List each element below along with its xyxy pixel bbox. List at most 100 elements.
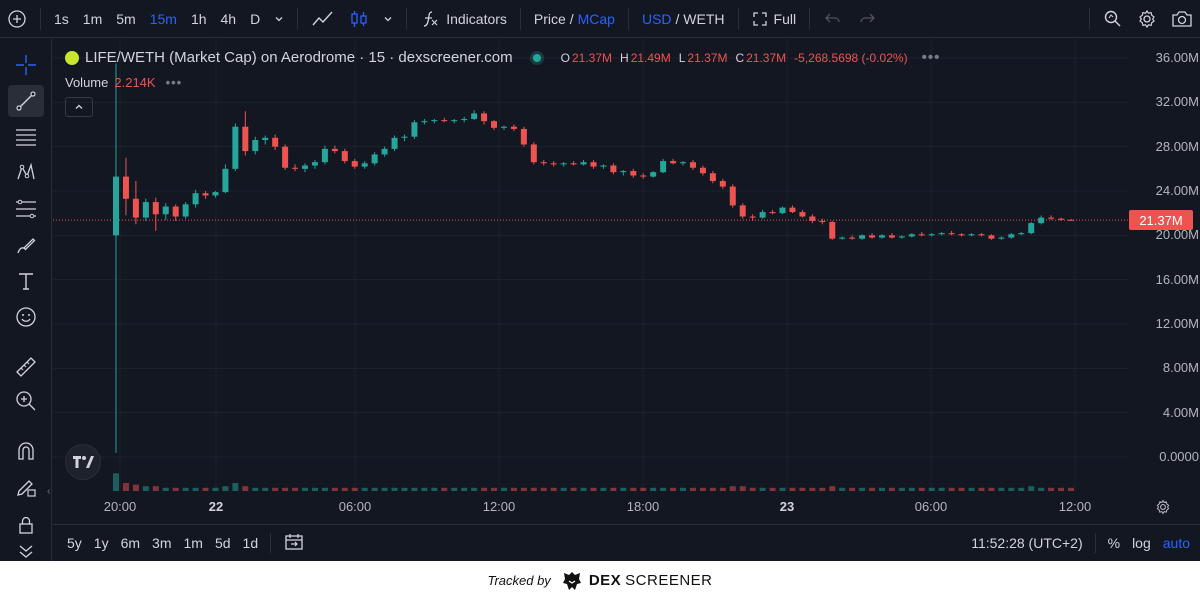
volume-bar	[888, 487, 895, 491]
interval-4h[interactable]: 4h	[220, 10, 237, 27]
zoom-in-icon	[16, 391, 36, 411]
range-5y[interactable]: 5y	[67, 535, 82, 551]
redo-button[interactable]	[850, 0, 884, 38]
fib-tool[interactable]	[8, 193, 44, 225]
change-value: -5,268.5698 (-0.02%)	[794, 50, 908, 65]
crosshair-icon	[16, 55, 36, 75]
magnet-tool[interactable]	[8, 435, 44, 467]
candle	[908, 233, 915, 238]
candle-body	[1028, 223, 1035, 234]
dexscreener-logo-icon	[562, 571, 581, 590]
market-status-dot	[532, 53, 541, 62]
candle	[560, 162, 567, 167]
more-tools-button[interactable]	[8, 542, 44, 560]
chart-canvas[interactable]	[53, 39, 1200, 524]
collapse-legend-button[interactable]	[65, 97, 93, 117]
log-scale-toggle[interactable]: log	[1132, 535, 1151, 551]
volume-bar	[122, 483, 129, 491]
chart-type-line-button[interactable]	[304, 0, 342, 38]
range-5d[interactable]: 5d	[214, 535, 231, 551]
interval-dropdown[interactable]	[267, 0, 291, 38]
emoji-tool[interactable]	[8, 301, 44, 333]
low-value: 21.37M	[687, 50, 728, 65]
candle	[282, 144, 289, 170]
high-value: 21.49M	[630, 50, 671, 65]
horizontal-lines-tool[interactable]	[8, 121, 44, 153]
interval-1m[interactable]: 1m	[82, 10, 103, 27]
function-icon	[424, 10, 438, 27]
interval-1h[interactable]: 1h	[190, 10, 207, 27]
measure-tool[interactable]	[8, 351, 44, 383]
snapshot-button[interactable]	[1164, 0, 1200, 38]
candle	[361, 161, 368, 169]
axis-settings-button[interactable]	[1155, 499, 1171, 518]
brush-tool[interactable]	[8, 229, 44, 261]
candle-body	[859, 235, 866, 239]
volume-bar	[709, 487, 716, 491]
range-3m[interactable]: 3m	[152, 535, 172, 551]
quick-search-button[interactable]	[1096, 0, 1130, 38]
range-6m[interactable]: 6m	[120, 535, 141, 551]
tradingview-icon	[73, 456, 94, 468]
add-symbol-button[interactable]	[0, 0, 34, 38]
range-1y[interactable]: 1y	[93, 535, 109, 551]
collapse-toolbar-icon[interactable]: ‹	[47, 486, 51, 497]
toolbar-separator	[270, 533, 272, 553]
candle-body	[152, 202, 159, 215]
range-1d[interactable]: 1d	[242, 535, 259, 551]
interval-15m[interactable]: 15m	[149, 10, 177, 27]
candle	[411, 120, 418, 139]
indicators-button[interactable]: Indicators	[413, 0, 514, 38]
settings-button[interactable]	[1130, 0, 1164, 38]
volume-more-button[interactable]: •••	[165, 75, 183, 90]
candle	[441, 117, 448, 123]
candle	[262, 135, 269, 145]
currency-toggle[interactable]: USD / WETH	[635, 0, 732, 38]
candle	[351, 158, 358, 169]
volume-bar	[530, 487, 537, 491]
chart-type-dropdown[interactable]	[376, 0, 400, 38]
lock-all-tool[interactable]	[8, 509, 44, 541]
go-to-date-button[interactable]	[277, 532, 311, 555]
tradingview-logo[interactable]	[65, 444, 101, 480]
undo-button[interactable]	[816, 0, 850, 38]
zoom-tool[interactable]	[8, 385, 44, 417]
legend-more-button[interactable]: •••	[921, 49, 941, 66]
range-1m[interactable]: 1m	[183, 535, 203, 551]
volume-bar	[570, 487, 577, 491]
candle-body	[590, 162, 597, 167]
interval-1s[interactable]: 1s	[54, 10, 69, 27]
candle	[749, 214, 756, 221]
candle	[878, 234, 885, 239]
candle	[500, 125, 507, 131]
interval-d[interactable]: D	[250, 10, 261, 27]
candle	[212, 191, 219, 198]
candle	[321, 145, 328, 165]
crosshair-tool[interactable]	[8, 49, 44, 81]
volume-bar	[898, 487, 905, 491]
volume-bar	[172, 487, 179, 491]
auto-scale-toggle[interactable]: auto	[1162, 535, 1190, 551]
clock-timezone[interactable]: 11:52:28 (UTC+2)	[971, 535, 1083, 551]
candle-body	[461, 118, 468, 121]
candle-body	[560, 163, 567, 165]
chart-area[interactable]: LIFE/WETH (Market Cap) on Aerodrome · 15…	[53, 39, 1200, 561]
chart-type-candles-button[interactable]	[342, 0, 376, 38]
fullscreen-button[interactable]: Full	[745, 0, 804, 38]
volume-bar	[282, 487, 289, 491]
price-axis-label: 0.0000	[1159, 449, 1199, 464]
drawing-toolbar: ‹	[0, 39, 52, 561]
lock-drawing-tool[interactable]	[8, 471, 44, 503]
candle-body	[122, 176, 129, 199]
candle-body	[799, 212, 806, 217]
price-mcap-toggle[interactable]: Price / MCap	[527, 0, 622, 38]
trend-line-tool[interactable]	[8, 85, 44, 117]
toolbar-separator	[40, 7, 41, 30]
text-tool[interactable]	[8, 265, 44, 297]
candle-body	[411, 122, 418, 137]
interval-5m[interactable]: 5m	[116, 10, 136, 27]
pattern-tool[interactable]	[8, 157, 44, 189]
candle-body	[222, 168, 229, 193]
candle	[630, 168, 637, 178]
percent-scale-toggle[interactable]: %	[1107, 535, 1121, 551]
